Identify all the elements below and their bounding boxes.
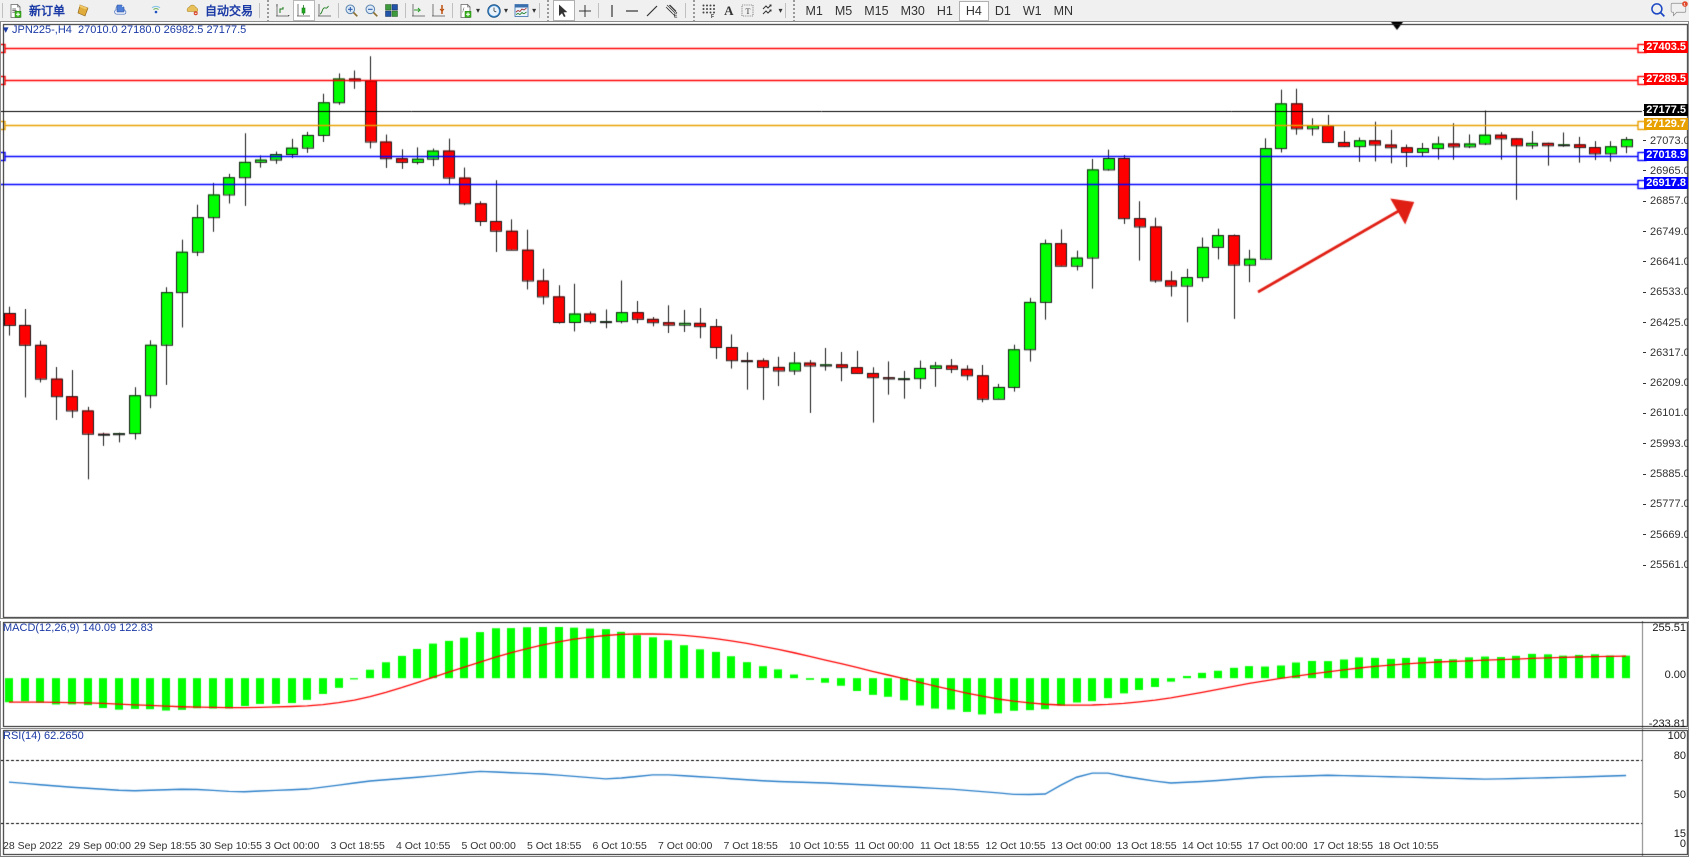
svg-text:T: T [746, 7, 751, 16]
svg-text:F: F [711, 14, 714, 19]
svg-text:E: E [674, 13, 678, 19]
